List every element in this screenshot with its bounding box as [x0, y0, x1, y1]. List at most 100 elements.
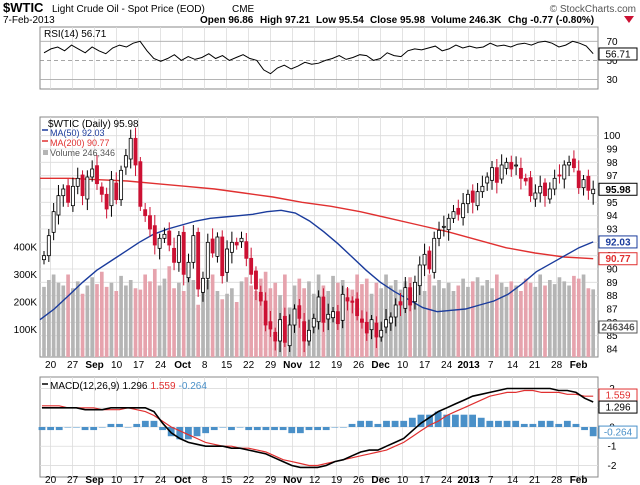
volume-bar	[210, 274, 215, 357]
candle-body	[451, 211, 456, 219]
volume-bar	[528, 282, 533, 357]
candle-body	[302, 321, 307, 342]
macd-histogram-bar	[495, 420, 502, 427]
macd-histogram-bar	[228, 427, 235, 431]
candle-body	[152, 225, 157, 246]
macd-histogram-bar	[503, 420, 511, 427]
candle-body	[205, 241, 210, 279]
x-tick-label: 21	[529, 360, 541, 371]
volume-bar	[148, 281, 152, 357]
price-tick-label: 97	[606, 171, 618, 182]
candle-body	[369, 319, 374, 331]
x-tick-label-lower: 19	[331, 475, 343, 485]
candle-body	[562, 164, 567, 180]
candle-body	[133, 137, 138, 166]
x-tick-label: 10	[111, 360, 123, 371]
x-tick-label-lower: 7	[488, 475, 494, 485]
candle-body	[292, 308, 297, 326]
rsi-last-value: 56.71	[605, 49, 630, 60]
macd-histogram-bar	[460, 414, 468, 427]
macd-label: MACD(12,26,9) 1.296 1.559 -0.264	[50, 381, 207, 392]
macd-histogram-bar	[159, 427, 166, 431]
x-tick-label-lower: 24	[155, 475, 167, 485]
macd-histogram-bar	[305, 427, 313, 431]
volume-bar	[143, 274, 147, 357]
volume-bar	[205, 280, 210, 357]
candle-body	[181, 231, 186, 275]
candle-body	[114, 182, 119, 201]
candle-body	[465, 193, 470, 205]
candle-body	[215, 236, 220, 257]
volume-bar	[581, 274, 586, 357]
volume-bar	[514, 285, 518, 357]
x-tick-label-lower: 8	[202, 475, 208, 485]
last-ma50-value-box	[598, 235, 638, 249]
candle-body	[504, 161, 509, 169]
volume-bar	[61, 285, 66, 357]
candle-body	[571, 158, 576, 169]
exchange-label: CME	[232, 4, 255, 15]
date-label: 7-Feb-2013	[3, 15, 55, 26]
macd-histogram-bar	[141, 420, 149, 427]
candle-body	[172, 247, 177, 263]
macd-histogram-bar	[331, 427, 339, 428]
x-tick-label-lower: Sep	[85, 475, 103, 485]
volume-bar	[220, 299, 225, 357]
high-label: High 97.21	[260, 15, 310, 26]
price-tick-label: 85	[606, 331, 618, 342]
volume-bar	[442, 288, 446, 357]
macd-histogram-bar	[271, 427, 278, 431]
candle-body	[384, 319, 388, 328]
macd-histogram-bar	[219, 427, 227, 428]
volume-bar	[519, 291, 523, 357]
x-tick-label: 24	[441, 360, 453, 371]
macd-histogram-bar	[116, 423, 123, 427]
candle-body	[234, 241, 239, 246]
x-tick-label: 10	[397, 360, 409, 371]
candle-body	[273, 331, 278, 342]
candle-body	[119, 169, 124, 201]
macd-histogram-bar	[107, 423, 115, 427]
volume-bar	[547, 280, 552, 357]
candle-body	[138, 161, 143, 207]
volume-bar	[490, 288, 494, 357]
ma200-line	[40, 177, 594, 260]
last-ma50-value: 92.03	[605, 237, 630, 248]
volume-bar	[80, 293, 85, 357]
candle-body	[427, 250, 432, 270]
macd-histogram-bar	[185, 427, 192, 440]
candle-body	[567, 161, 572, 166]
macd-histogram-bar	[202, 427, 210, 434]
volume-bar	[345, 288, 350, 357]
volume-label: Volume 246.3K	[431, 15, 502, 26]
volume-bar	[191, 280, 196, 357]
macd-value-box	[598, 400, 638, 414]
volume-bar	[273, 282, 278, 357]
x-tick-label-lower: 29	[265, 475, 277, 485]
volume-bar	[398, 289, 403, 357]
candle-body	[311, 317, 316, 328]
macd-last-value: 1.296	[605, 403, 630, 414]
volume-bar	[249, 285, 253, 357]
volume-bar	[119, 275, 123, 357]
volume-bar	[85, 285, 90, 357]
candle-body	[186, 261, 191, 279]
candle-body	[543, 182, 547, 197]
macd-histogram-bar	[477, 417, 485, 427]
candle-body	[494, 167, 499, 183]
x-tick-label: 22	[243, 360, 255, 371]
volume-bar	[576, 278, 581, 357]
x-tick-label-lower: Dec	[371, 475, 390, 485]
volume-bar	[177, 282, 181, 357]
candle-body	[335, 311, 340, 325]
candle-body	[278, 319, 282, 342]
macd-histogram-bar	[408, 417, 416, 427]
x-tick-label-lower: 17	[133, 475, 145, 485]
x-tick-label: 24	[155, 360, 167, 371]
macd-histogram-bar	[555, 423, 563, 427]
macd-histogram-bar	[279, 427, 287, 431]
volume-bar	[485, 280, 490, 357]
ma50-line	[39, 209, 594, 321]
macd-histogram-bar	[322, 427, 330, 431]
macd-histogram-bar	[133, 423, 141, 427]
